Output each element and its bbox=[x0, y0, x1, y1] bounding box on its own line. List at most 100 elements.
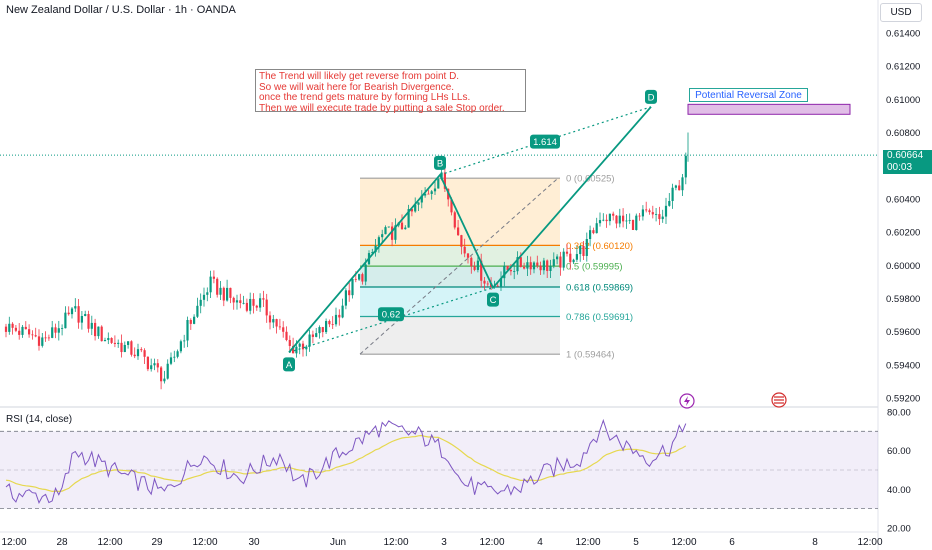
ratio-label: 0.62 bbox=[382, 310, 401, 321]
candle-body bbox=[239, 300, 242, 303]
candle-body bbox=[318, 327, 321, 334]
candle-body bbox=[443, 172, 446, 189]
fib-level-label: 0.618 (0.59869) bbox=[566, 282, 633, 293]
currency-button[interactable]: USD bbox=[880, 3, 922, 22]
price-tick-label: 0.59800 bbox=[886, 294, 920, 305]
candle-body bbox=[311, 334, 314, 337]
time-tick-label: 4 bbox=[537, 537, 543, 548]
candle-body bbox=[199, 299, 202, 306]
candle-body bbox=[437, 179, 440, 189]
rsi-label: RSI (14, close) bbox=[6, 414, 73, 425]
candle-body bbox=[463, 246, 466, 254]
candle-body bbox=[519, 257, 522, 267]
candle-body bbox=[427, 193, 430, 195]
candle-body bbox=[54, 327, 57, 333]
time-tick-label: 12:00 bbox=[97, 537, 122, 548]
candle-body bbox=[28, 329, 31, 335]
candle-body bbox=[460, 235, 463, 247]
candle-body bbox=[31, 334, 34, 336]
candle-body bbox=[265, 299, 268, 316]
candle-body bbox=[212, 276, 215, 279]
candle-body bbox=[146, 356, 149, 370]
annotation-line: So we will wait here for Bearish Diverge… bbox=[259, 81, 455, 93]
candle-body bbox=[377, 237, 380, 246]
pattern-point-label: B bbox=[437, 158, 443, 169]
candle-body bbox=[506, 265, 509, 271]
fib-level-label: 0 (0.60525) bbox=[566, 174, 615, 185]
candle-body bbox=[18, 330, 21, 335]
fib-level-label: 0.786 (0.59691) bbox=[566, 312, 633, 323]
time-tick-label: 12:00 bbox=[1, 537, 26, 548]
candle-body bbox=[559, 256, 562, 268]
candle-body bbox=[532, 262, 536, 270]
candle-body bbox=[539, 265, 542, 271]
candle-body bbox=[450, 199, 453, 213]
candle-body bbox=[473, 266, 476, 270]
candle-body bbox=[64, 312, 67, 329]
annotation-note[interactable]: The Trend will likely get reverse from p… bbox=[255, 69, 526, 113]
candle-body bbox=[94, 322, 97, 337]
candle-body bbox=[651, 212, 654, 215]
candle-body bbox=[176, 351, 179, 357]
candle-body bbox=[622, 215, 625, 222]
time-tick-label: 12:00 bbox=[383, 537, 408, 548]
candle-body bbox=[628, 219, 631, 221]
candle-body bbox=[361, 274, 364, 282]
candle-body bbox=[127, 341, 130, 345]
candle-body bbox=[681, 177, 684, 191]
candle-body bbox=[14, 327, 17, 331]
candle-body bbox=[133, 354, 136, 357]
candle-body bbox=[598, 220, 602, 224]
candle-body bbox=[509, 270, 512, 272]
candle-body bbox=[11, 323, 14, 328]
fib-level-label: 1 (0.59464) bbox=[566, 350, 615, 361]
time-tick-label: 6 bbox=[729, 537, 735, 548]
candle-body bbox=[417, 202, 420, 205]
candle-body bbox=[150, 365, 153, 370]
countdown-timer: 00:03 bbox=[887, 162, 913, 173]
candle-body bbox=[658, 214, 661, 220]
time-tick-label: 12:00 bbox=[671, 537, 696, 548]
candle-body bbox=[602, 219, 605, 221]
candle-body bbox=[189, 320, 192, 324]
candle-body bbox=[664, 205, 668, 217]
price-tick-label: 0.61200 bbox=[886, 62, 920, 73]
candle-body bbox=[470, 257, 473, 267]
candle-body bbox=[219, 287, 222, 295]
candle-body bbox=[136, 349, 140, 357]
candle-body bbox=[424, 193, 427, 196]
candle-body bbox=[480, 260, 483, 281]
candle-body bbox=[582, 245, 585, 256]
annotation-line: The Trend will likely get reverse from p… bbox=[259, 71, 460, 82]
candle-body bbox=[186, 320, 189, 341]
candle-body bbox=[344, 290, 347, 306]
candle-body bbox=[671, 187, 674, 202]
candle-body bbox=[160, 367, 163, 382]
candle-body bbox=[123, 344, 126, 353]
candle-body bbox=[556, 256, 559, 260]
rsi-line bbox=[5, 418, 687, 504]
candle-body bbox=[44, 337, 47, 339]
candle-body bbox=[262, 298, 265, 300]
candle-body bbox=[196, 305, 199, 317]
rsi-tick-label: 20.00 bbox=[887, 523, 911, 534]
candle-body bbox=[24, 326, 27, 330]
candle-body bbox=[87, 313, 90, 329]
candle-body bbox=[334, 314, 338, 325]
time-tick-label: 3 bbox=[441, 537, 447, 548]
candle-body bbox=[638, 215, 641, 217]
rsi-tick-label: 80.00 bbox=[887, 408, 911, 419]
candle-body bbox=[381, 234, 384, 238]
candle-body bbox=[579, 245, 582, 255]
candle-body bbox=[41, 337, 44, 346]
candle-body bbox=[565, 251, 569, 254]
candle-body bbox=[245, 302, 248, 311]
candle-body bbox=[420, 195, 423, 203]
candle-body bbox=[295, 346, 298, 354]
time-tick-label: 30 bbox=[248, 537, 260, 548]
candle-body bbox=[615, 215, 618, 224]
candle-body bbox=[641, 209, 644, 217]
time-tick-label: 8 bbox=[812, 537, 818, 548]
price-tick-label: 0.60800 bbox=[886, 128, 920, 139]
